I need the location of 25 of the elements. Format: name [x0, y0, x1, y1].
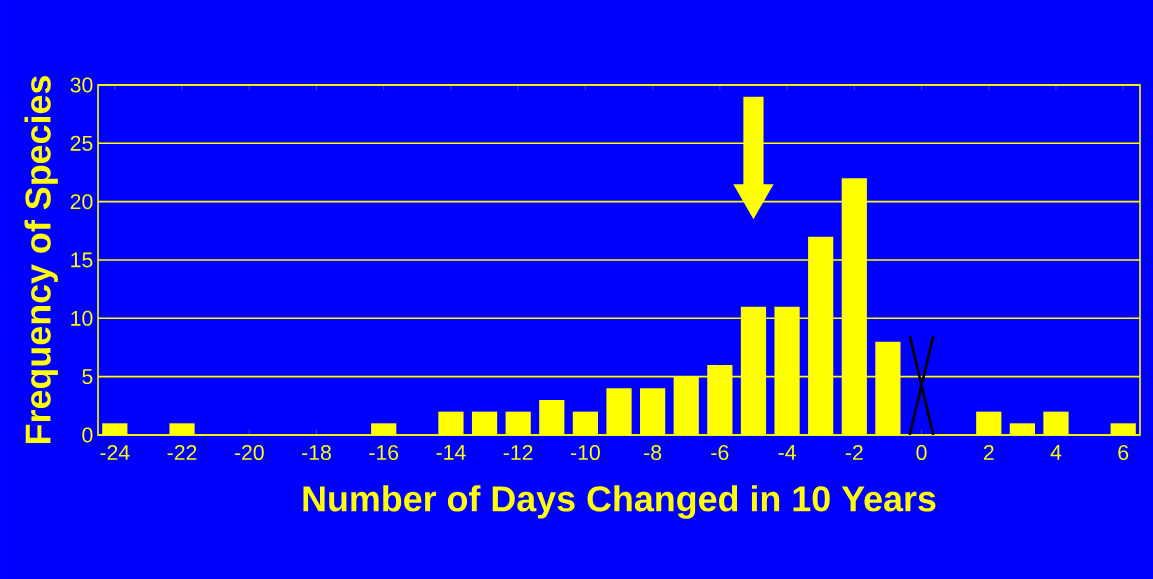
x-tick-label: -12 — [503, 445, 533, 460]
x-tick-label: -10 — [570, 445, 600, 461]
x-tick-label: -6 — [711, 445, 729, 461]
x-tick-label: -14 — [436, 445, 466, 460]
x-tick-label: 0 — [916, 445, 927, 461]
x-tick-label: 2 — [983, 445, 994, 460]
x-tick-label: -2 — [845, 445, 863, 460]
x-tick-label: -20 — [234, 445, 264, 461]
x-tick-label: -24 — [100, 445, 130, 460]
y-tick-label: 5 — [82, 369, 93, 385]
x-tick-label: 6 — [1118, 445, 1129, 461]
x-tick-label: -4 — [778, 445, 796, 460]
y-tick-label: 15 — [71, 252, 93, 268]
x-tick-label: -8 — [644, 445, 662, 461]
x-tick-label: 4 — [1050, 445, 1062, 460]
y-tick-label: 20 — [70, 194, 93, 210]
x-tick-label: -18 — [302, 445, 331, 461]
x-tick-label: -16 — [369, 445, 399, 461]
y-tick-label: 0 — [82, 427, 93, 443]
y-axis-title: Frequency of Species — [24, 76, 58, 443]
x-axis-title: Number of Days Changed in 10 Years — [303, 485, 936, 519]
y-tick-label: 30 — [70, 77, 93, 93]
y-tick-label: 10 — [71, 310, 93, 326]
x-tick-label: -22 — [167, 445, 197, 460]
y-tick-label: 25 — [70, 135, 93, 151]
